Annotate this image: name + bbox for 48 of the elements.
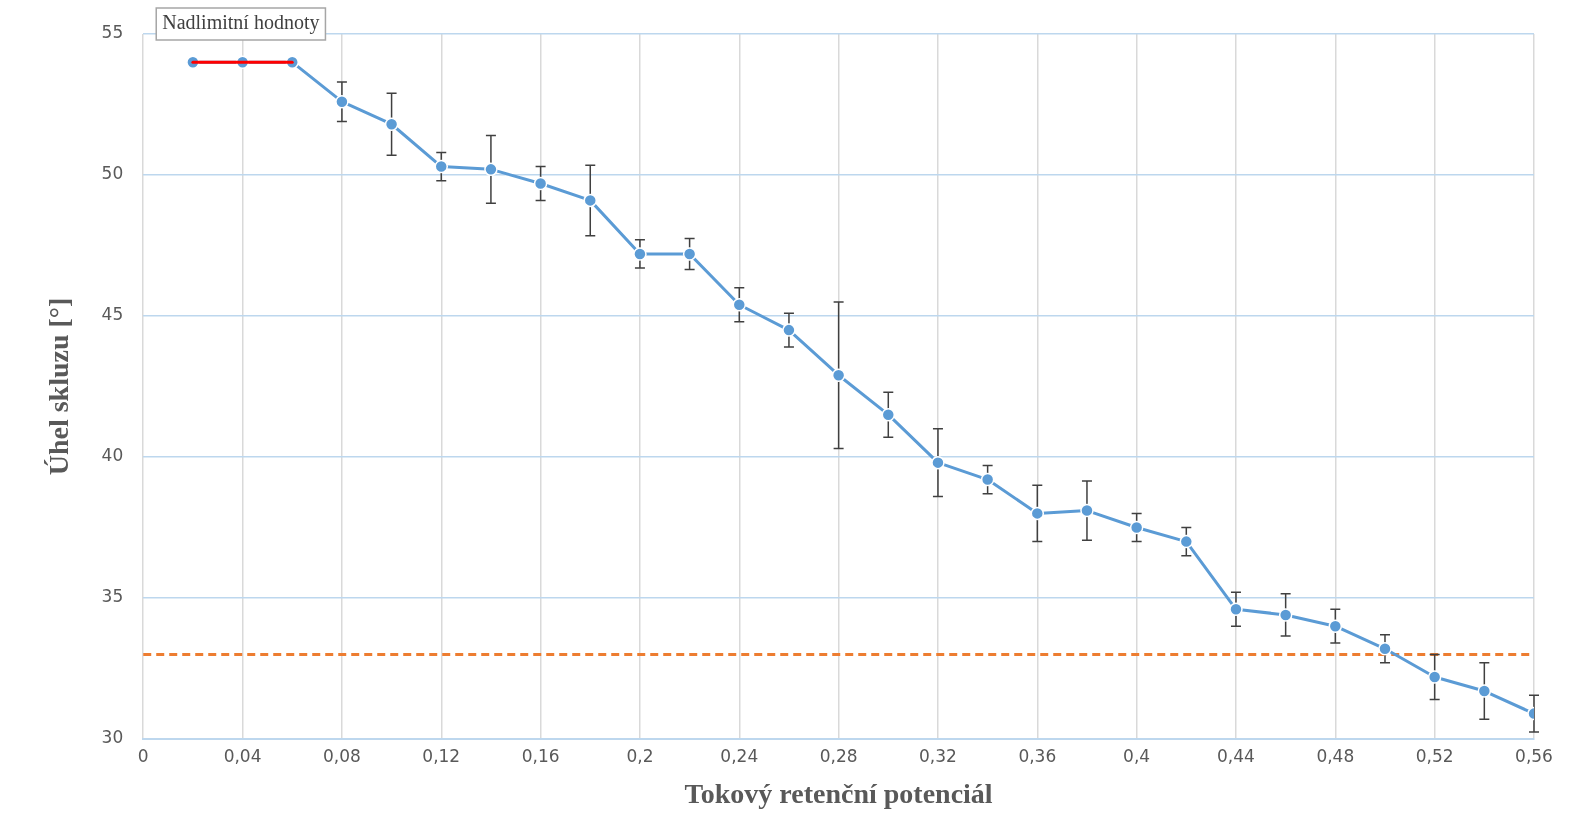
x-tick-label: 0,12 (422, 745, 461, 766)
y-tick-label: 40 (101, 445, 124, 466)
point (1129, 520, 1144, 535)
x-tick-label: 0 (137, 745, 149, 766)
x-tick-label: 0,44 (1217, 745, 1255, 766)
x-tick-label: 0,04 (223, 745, 262, 766)
y-axis-title: Úhel skluzu [°] (43, 297, 75, 476)
point (335, 94, 349, 109)
y-tick-label: 50 (101, 163, 124, 184)
point (1229, 602, 1243, 617)
point (384, 117, 399, 131)
x-tick-label: 0,52 (1415, 745, 1454, 766)
point (782, 323, 796, 337)
x-tick-label: 0,32 (919, 745, 957, 766)
point (931, 455, 945, 470)
point (980, 472, 995, 487)
y-tick-label: 55 (101, 22, 124, 43)
point (1179, 534, 1194, 549)
point (831, 368, 846, 382)
point (682, 247, 697, 261)
point (484, 162, 498, 177)
point (1080, 503, 1094, 518)
point (732, 297, 747, 312)
x-axis-title: Tokový retenční potenciál (684, 778, 993, 810)
x-tick-label: 0,56 (1515, 745, 1553, 766)
y-tick-label: 45 (101, 304, 124, 325)
x-tick-label: 0,48 (1316, 745, 1355, 766)
point (633, 247, 647, 261)
y-tick-label: 35 (101, 586, 124, 607)
x-tick-label: 0,2 (626, 745, 654, 766)
point (1427, 670, 1442, 684)
y-tick-label: 30 (101, 727, 124, 748)
x-tick-label: 0,08 (322, 745, 361, 766)
point (434, 159, 448, 174)
point (1378, 642, 1392, 656)
point (1278, 608, 1293, 622)
point (881, 407, 896, 422)
x-tick-label: 0,28 (819, 745, 858, 766)
point (1030, 506, 1045, 521)
x-tick-label: 0,36 (1018, 745, 1057, 766)
point (1328, 619, 1343, 633)
x-tick-label: 0,4 (1123, 745, 1151, 766)
point (533, 176, 548, 191)
text: Nadlimitní hodnoty (162, 11, 320, 35)
x-tick-label: 0,16 (521, 745, 560, 766)
point (1477, 684, 1492, 698)
x-tick-label: 0,24 (720, 745, 759, 766)
point (583, 193, 598, 208)
